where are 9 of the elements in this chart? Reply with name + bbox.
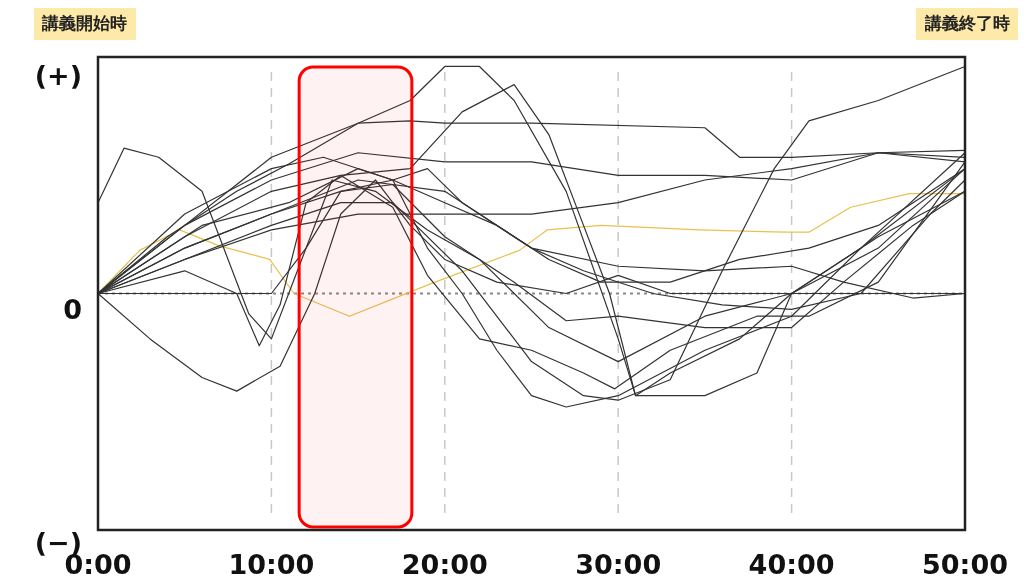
text: 講義終了時 [924,13,1010,33]
x-tick-label: 10:00 [228,549,315,578]
x-tick-label: 30:00 [575,549,662,578]
x-tick-label: 20:00 [401,549,488,578]
text: 講義開始時 [41,13,127,33]
text: 0 [63,293,82,325]
text: (+) [34,60,82,91]
x-tick-label: 40:00 [748,549,835,578]
x-tick-label: 50:00 [922,549,1008,578]
